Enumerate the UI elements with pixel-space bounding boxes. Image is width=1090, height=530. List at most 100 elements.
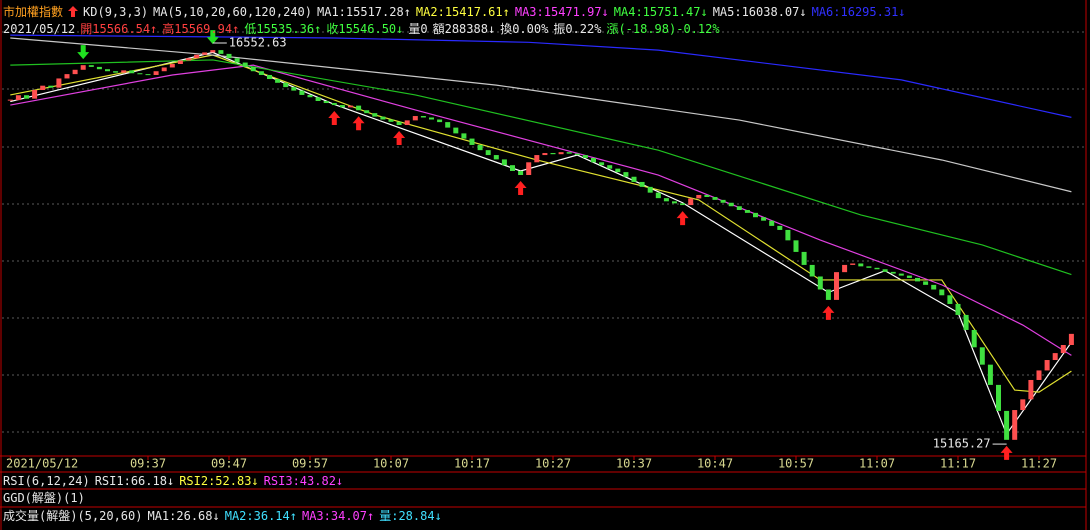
candle bbox=[493, 155, 499, 160]
sell-signal bbox=[77, 45, 90, 60]
candle bbox=[647, 186, 653, 193]
candle bbox=[420, 116, 426, 118]
candle bbox=[299, 90, 305, 95]
candle bbox=[704, 194, 710, 197]
candle bbox=[323, 101, 329, 104]
candle bbox=[291, 87, 297, 91]
x-tick-label: 10:57 bbox=[778, 457, 814, 471]
candle bbox=[906, 275, 912, 278]
candle bbox=[720, 199, 726, 203]
candle bbox=[809, 264, 815, 277]
buy-signal bbox=[352, 116, 365, 131]
candle bbox=[121, 70, 127, 73]
candle bbox=[453, 127, 459, 134]
candle bbox=[996, 384, 1001, 411]
candle bbox=[939, 289, 945, 296]
candle bbox=[890, 271, 896, 274]
info-text: RSI3:43.82↓ bbox=[263, 474, 344, 488]
candle bbox=[963, 314, 969, 330]
candle bbox=[250, 66, 256, 72]
candle bbox=[80, 65, 86, 70]
candle bbox=[712, 196, 718, 200]
candle bbox=[461, 133, 467, 139]
x-tick-label: 10:37 bbox=[616, 457, 652, 471]
candle bbox=[429, 117, 434, 120]
x-tick-label: 2021/05/12 bbox=[6, 457, 78, 471]
panel-row: GGD(解盤)(1) bbox=[3, 490, 90, 506]
candle bbox=[744, 209, 750, 213]
candle bbox=[15, 95, 21, 101]
header-row: 2021/05/12 開15566.54↑ 高15569.94↑ 低15535.36↑… bbox=[3, 21, 725, 37]
info-text: 漲(-18.98)-0.12% bbox=[606, 22, 720, 36]
candle bbox=[186, 58, 191, 61]
info-text: 高15569.94↑ bbox=[162, 22, 240, 36]
info-text: 收15546.50↓ bbox=[326, 22, 404, 36]
candle bbox=[866, 266, 872, 268]
candle bbox=[842, 264, 848, 273]
candle bbox=[169, 63, 175, 68]
candle bbox=[372, 113, 378, 117]
buy-signal bbox=[1000, 445, 1013, 460]
candle bbox=[510, 165, 515, 171]
info-text: 低15535.36↑ bbox=[244, 22, 322, 36]
candle bbox=[129, 70, 135, 74]
candle bbox=[915, 277, 920, 282]
buy-signal bbox=[822, 305, 835, 320]
panel-row: 成交量(解盤)(5,20,60) MA1:26.68↓ MA2:36.14↑ MA3:… bbox=[3, 508, 447, 524]
candle bbox=[218, 50, 224, 54]
info-text: 量:28.84↓ bbox=[379, 509, 442, 523]
info-text: MA6:16295.31↓ bbox=[811, 5, 906, 19]
info-text: RSI1:66.18↓ bbox=[94, 474, 175, 488]
candle bbox=[696, 194, 702, 199]
candle bbox=[477, 144, 483, 151]
candle bbox=[364, 110, 370, 114]
candle bbox=[105, 69, 110, 72]
candle bbox=[412, 116, 418, 121]
candle bbox=[96, 66, 102, 70]
candle bbox=[971, 329, 977, 348]
info-text: MA3:34.07↑ bbox=[301, 509, 375, 523]
x-tick-label: 11:07 bbox=[859, 457, 895, 471]
info-text: KD(9,3,3) bbox=[83, 5, 149, 19]
candle bbox=[1004, 410, 1010, 440]
candle bbox=[88, 65, 94, 67]
candle bbox=[607, 165, 613, 169]
candle bbox=[817, 276, 823, 290]
candle bbox=[518, 170, 524, 176]
x-tick-label: 11:17 bbox=[940, 457, 976, 471]
header-row: 市加權指數 KD(9,3,3) MA(5,10,20,60,120,240) MA1:… bbox=[3, 4, 911, 20]
candle bbox=[24, 95, 29, 99]
candle bbox=[64, 74, 70, 79]
candle bbox=[485, 150, 491, 156]
candle bbox=[736, 206, 742, 210]
candle bbox=[275, 79, 281, 83]
candle bbox=[1028, 379, 1034, 400]
panel-row: RSI(6,12,24) RSI1:66.18↓ RSI2:52.83↓ RSI3:4… bbox=[3, 473, 348, 489]
candle bbox=[234, 58, 240, 63]
candle bbox=[623, 172, 629, 177]
candle bbox=[1044, 360, 1050, 371]
info-text: 市加權指數 bbox=[3, 5, 64, 19]
candle bbox=[834, 272, 839, 300]
candle bbox=[283, 82, 289, 88]
candle bbox=[404, 120, 410, 125]
candle bbox=[639, 181, 645, 187]
candle bbox=[631, 176, 637, 182]
info-text: MA5:16038.07↓ bbox=[712, 5, 807, 19]
candle bbox=[680, 203, 686, 206]
candle bbox=[655, 192, 661, 199]
candle bbox=[534, 155, 540, 163]
candle bbox=[688, 198, 694, 206]
candle bbox=[728, 202, 734, 207]
candle bbox=[955, 303, 961, 315]
x-tick-label: 10:07 bbox=[373, 457, 409, 471]
candle bbox=[947, 295, 953, 304]
candle bbox=[923, 281, 929, 285]
x-tick-label: 11:27 bbox=[1021, 457, 1057, 471]
candle bbox=[48, 85, 54, 88]
candle bbox=[550, 153, 556, 155]
candle bbox=[177, 60, 183, 64]
candle bbox=[858, 263, 864, 267]
ma-line bbox=[10, 59, 1072, 276]
